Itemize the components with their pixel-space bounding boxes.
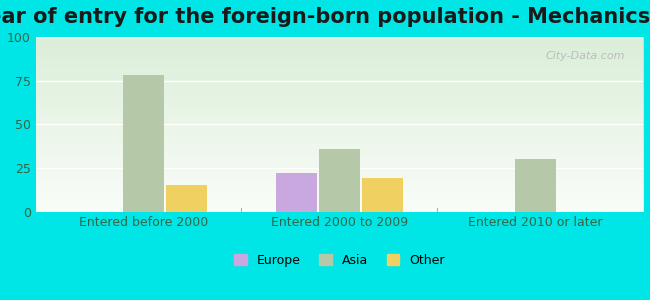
Bar xyxy=(319,148,360,212)
Text: City-Data.com: City-Data.com xyxy=(545,51,625,61)
Bar xyxy=(362,178,403,212)
Bar xyxy=(276,173,317,212)
Bar xyxy=(166,185,207,212)
Bar xyxy=(515,159,556,211)
Bar xyxy=(123,75,164,212)
Title: Year of entry for the foreign-born population - Mechanicsburg: Year of entry for the foreign-born popul… xyxy=(0,7,650,27)
Legend: Europe, Asia, Other: Europe, Asia, Other xyxy=(229,249,450,272)
